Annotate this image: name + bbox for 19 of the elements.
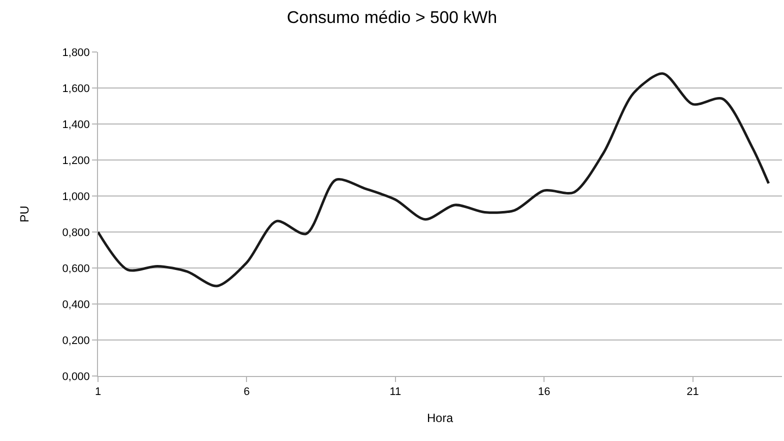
x-tick-label: 11 — [390, 386, 402, 398]
x-tick-label: 1 — [94, 386, 102, 398]
x-tick-label: 16 — [538, 386, 550, 398]
y-tick-label: 1,000 — [62, 190, 90, 203]
y-tick-label: 0,600 — [62, 262, 90, 275]
y-tick-label: 1,200 — [62, 154, 90, 167]
y-tick-label: 1,800 — [62, 46, 90, 59]
y-tick-label: 1,400 — [62, 118, 90, 131]
y-tick-label: 0,800 — [62, 226, 90, 239]
y-tick-label: 1,600 — [62, 82, 90, 95]
x-axis-title: Hora — [426, 411, 454, 425]
y-tick-label: 0,200 — [62, 334, 90, 347]
line-series — [98, 72, 770, 288]
x-tick-label: 6 — [244, 386, 250, 398]
y-axis-title: PU — [18, 206, 32, 222]
chart-title: Consumo médio > 500 kWh — [286, 8, 498, 27]
y-tick-label: 0,400 — [62, 298, 90, 311]
x-tick-label: 21 — [686, 386, 699, 398]
y-tick-label: 0,000 — [62, 370, 90, 383]
